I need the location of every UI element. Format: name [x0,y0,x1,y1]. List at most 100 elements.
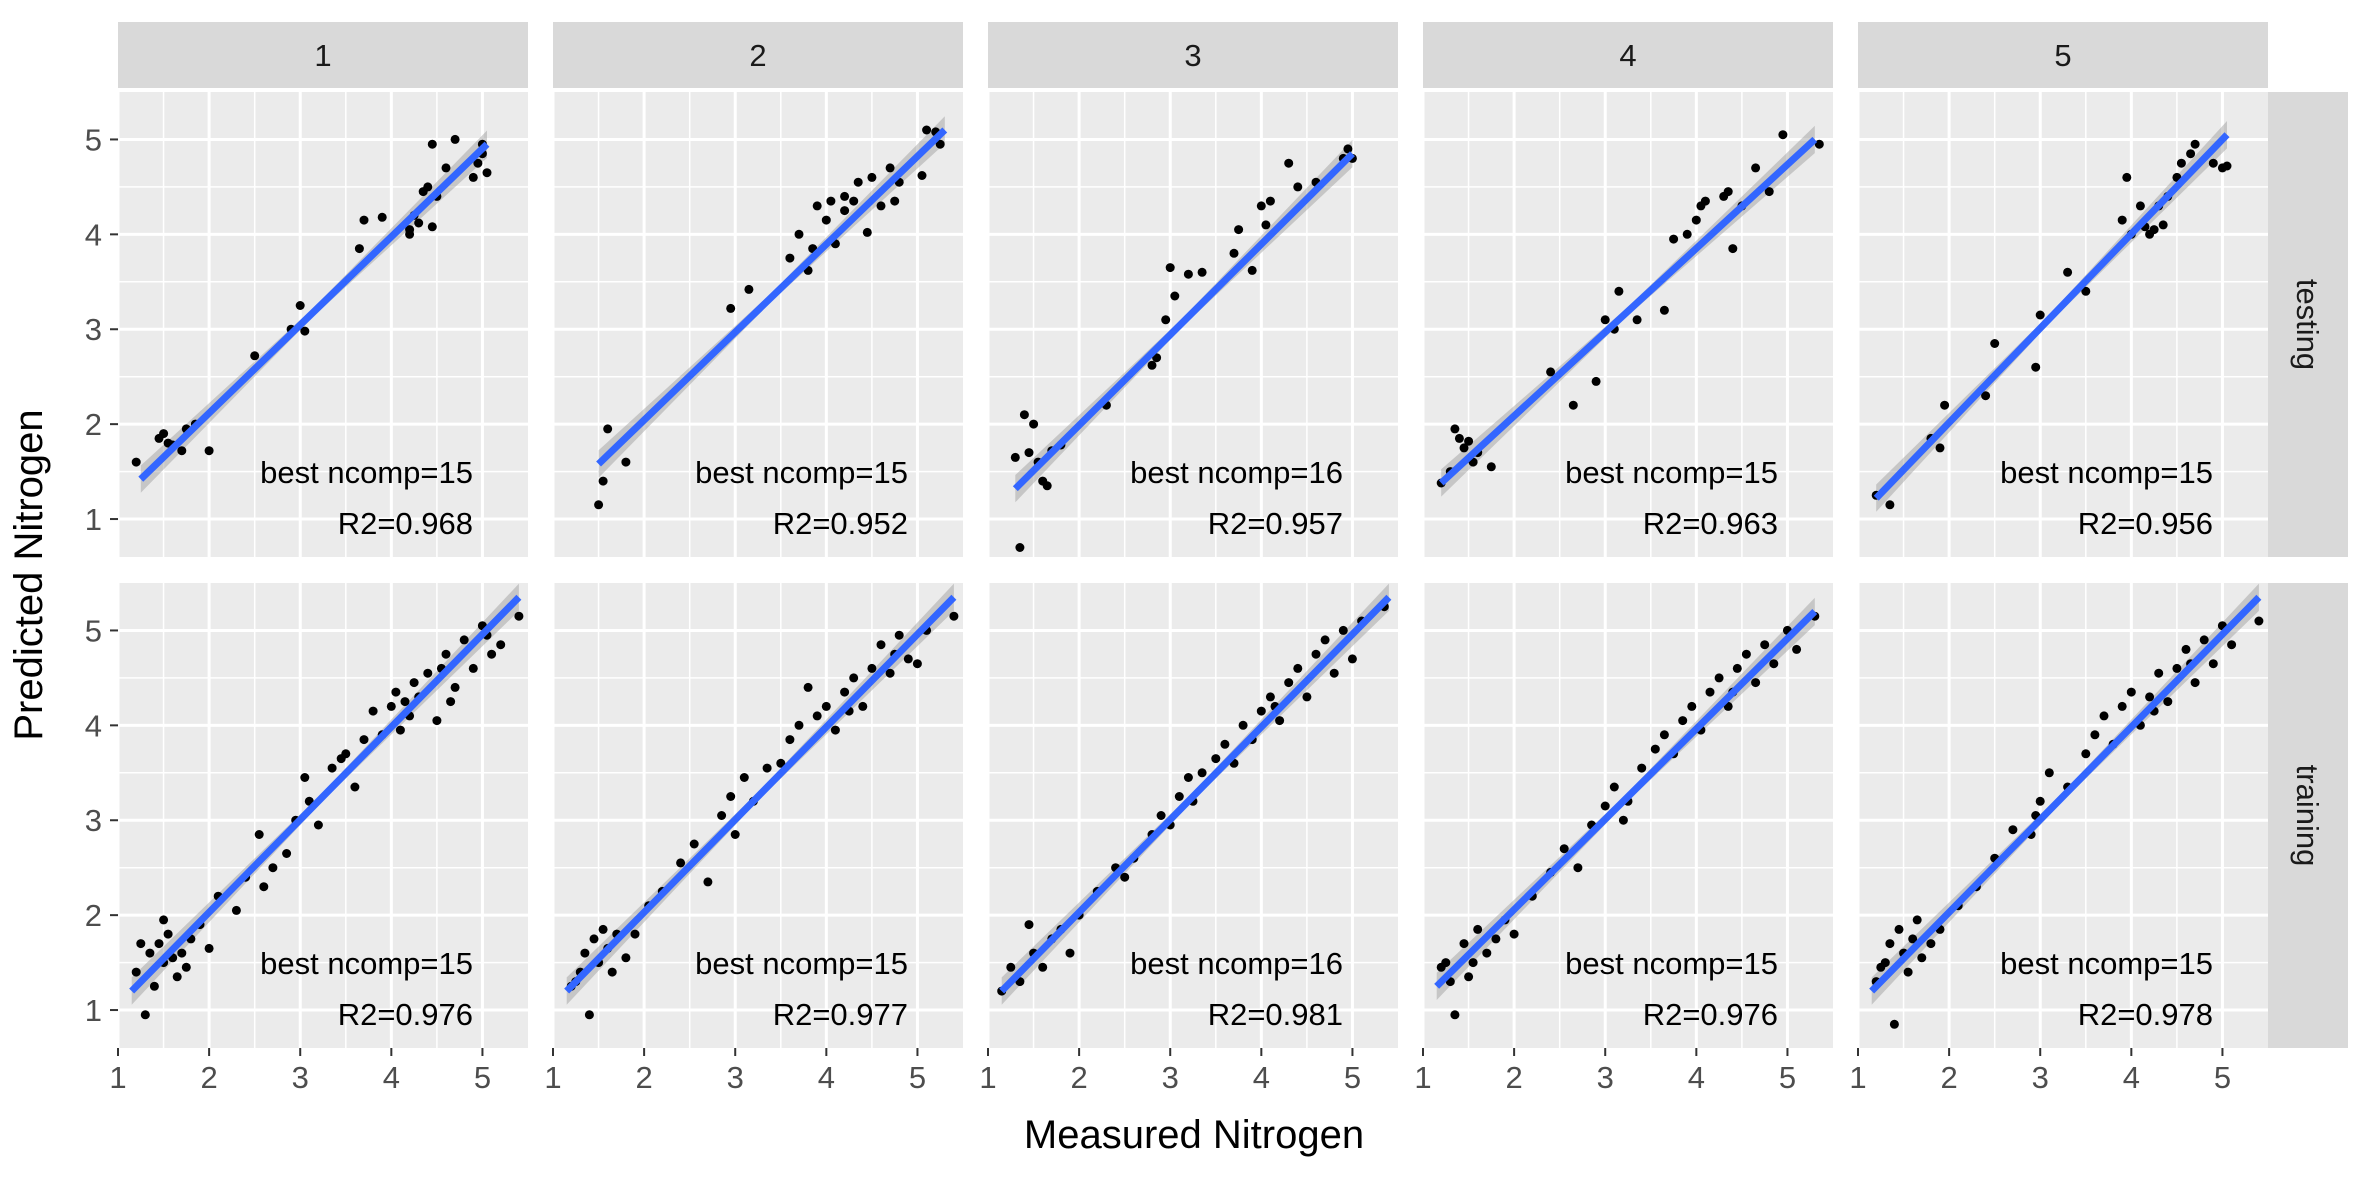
panel-testing-4: best ncomp=15 R2=0.963 [1421,92,1833,557]
data-point [885,668,895,678]
y-tick-label: 1 [85,993,102,1028]
data-point [1691,215,1701,225]
data-point [136,939,146,949]
panel-background [553,92,963,557]
data-point [1197,768,1207,778]
x-tick-label: 5 [1779,1060,1796,1095]
column-strip-2: 2 [553,22,963,88]
fit-line [1012,151,1355,492]
x-tick-label: 1 [109,1060,126,1095]
data-point [1650,744,1660,754]
data-point [867,172,877,182]
data-point [2117,215,2127,225]
column-strip-3: 3 [988,22,1398,88]
data-point [2035,796,2045,806]
panel-background [1858,92,2268,557]
data-point [2008,825,2018,835]
data-point [794,720,804,730]
data-point [468,663,478,673]
data-point [1687,701,1697,711]
panel-testing-3: best ncomp=16 R2=0.957 [986,92,1398,557]
strip-background [988,22,1398,88]
data-point [1229,248,1239,258]
data-point [584,1010,594,1020]
data-point [2126,687,2136,697]
panel-training-4: best ncomp=15 R2=0.976 [1421,583,1833,1048]
x-tick-label: 5 [2214,1060,2231,1095]
data-point [1669,234,1679,244]
data-point [368,706,378,716]
data-point [803,682,813,692]
x-tick-label: 4 [383,1060,400,1095]
data-point [1024,448,1034,458]
data-point [1618,815,1628,825]
data-point [1912,915,1922,925]
data-point [1170,291,1180,301]
data-point [1015,543,1025,552]
y-tick-label: 4 [85,708,102,743]
data-point [922,125,932,135]
data-point [177,948,187,958]
data-point [594,500,604,510]
data-point [1459,443,1469,453]
x-tick-label: 5 [909,1060,926,1095]
y-tick-label: 1 [85,502,102,537]
data-point [2154,668,2164,678]
data-point [1256,706,1266,716]
row-strip-training: training [2268,583,2348,1048]
x-tick-label: 1 [1849,1060,1866,1095]
data-point [450,682,460,692]
data-point [689,839,699,849]
data-point [1591,376,1601,386]
data-point [159,915,169,925]
x-tick-label: 2 [200,1060,217,1095]
data-point [386,701,396,711]
y-tick-label: 3 [85,803,102,838]
data-point [580,948,590,958]
x-tick-label: 4 [1688,1060,1705,1095]
y-tick-label: 3 [85,312,102,347]
fit-line [1869,594,2262,994]
data-point [441,649,451,659]
data-point [231,905,241,915]
r2-annotation: R2=0.978 [2078,997,2213,1032]
data-point [327,763,337,773]
data-point [2208,659,2218,669]
data-point [177,446,187,456]
ncomp-annotation: best ncomp=15 [695,455,908,490]
data-point [1573,863,1583,873]
data-point [254,830,264,839]
data-point [1293,182,1303,192]
data-point [514,611,524,621]
data-point [1990,339,2000,348]
fit-line [1438,136,1818,486]
x-tick-label: 3 [1162,1060,1179,1095]
data-point [2149,225,2159,235]
x-tick-label: 4 [1253,1060,1270,1095]
data-point [423,182,433,192]
data-point [1347,654,1357,664]
data-point [2181,644,2191,654]
data-point [468,172,478,182]
x-tick-label: 3 [727,1060,744,1095]
data-point [131,967,141,977]
data-point [2222,161,2232,171]
strip-background [118,22,528,88]
data-point [2254,616,2264,626]
data-point [1338,625,1348,635]
x-axis-title: Measured Nitrogen [1024,1113,1364,1157]
row-strip-testing: testing [2268,92,2348,557]
data-point [621,457,631,467]
data-point [423,668,433,678]
data-point [1600,315,1610,325]
data-point [1700,196,1710,206]
x-tick-label: 3 [1597,1060,1614,1095]
data-point [812,711,822,721]
data-point [2035,310,2045,320]
data-point [1705,687,1715,697]
data-point [172,972,182,982]
data-point [1024,920,1034,930]
data-point [1019,410,1029,420]
data-point [2135,201,2145,211]
column-strip-5: 5 [1858,22,2268,88]
